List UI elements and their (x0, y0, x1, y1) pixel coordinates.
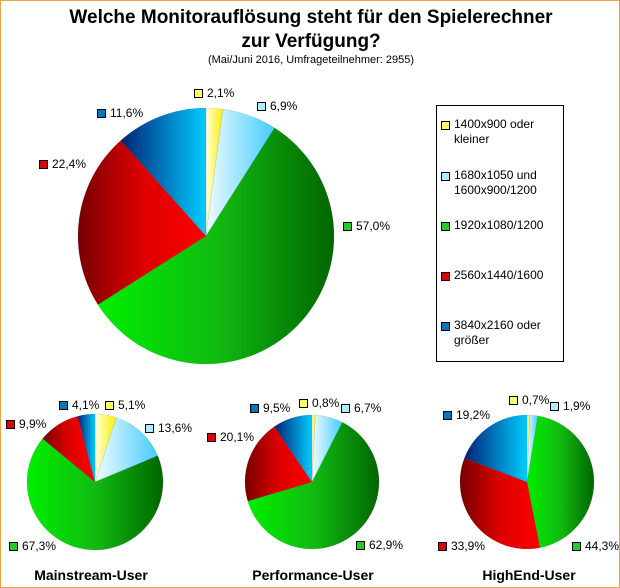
pie-slice-mainstream-2 (26, 438, 164, 551)
chart-title: Welche Monitorauflösung steht für den Sp… (69, 7, 553, 28)
data-label: 19,2% (443, 408, 490, 422)
data-label: 4,1% (59, 398, 99, 412)
data-label: 0,7% (509, 393, 549, 407)
data-label: 57,0% (343, 219, 390, 233)
pie-slice-mainstream-0 (94, 413, 117, 483)
pie-slice-main-2 (97, 127, 335, 365)
data-label: 13,6% (145, 421, 192, 435)
pie-slice-mainstream-4 (77, 413, 96, 483)
data-label: 6,9% (257, 99, 297, 113)
legend-item: 3840x2160 oder größer (441, 318, 541, 348)
chart-title-line2: zur Verfügung? (241, 31, 381, 52)
legend-item: 1400x900 oder kleiner (441, 117, 534, 147)
pie-slice-performance-3 (244, 426, 313, 502)
pie-slice-mainstream-3 (42, 415, 96, 483)
data-label: 5,1% (105, 398, 145, 412)
pie-slice-highend-1 (526, 414, 539, 483)
data-label: 9,5% (250, 401, 290, 415)
data-label: 20,1% (207, 430, 254, 444)
data-label: 44,3% (572, 539, 619, 553)
pie-title-highend: HighEnd-User (482, 567, 576, 583)
pie-slice-performance-1 (311, 414, 343, 483)
pie-slice-highend-4 (464, 414, 528, 483)
legend-item: 1920x1080/1200 (441, 218, 543, 233)
data-label: 0,8% (299, 396, 339, 410)
data-label: 67,3% (9, 539, 56, 553)
pie-slice-main-4 (120, 107, 207, 237)
data-label: 2,1% (194, 86, 234, 100)
data-label: 6,7% (341, 401, 381, 415)
chart-subtitle: (Mai/Juni 2016, Umfrageteilnehmer: 2955) (207, 54, 415, 66)
legend: 1400x900 oder kleiner 1680x1050 und 1600x9… (436, 105, 564, 362)
pie-slice-performance-4 (273, 414, 313, 483)
legend-item: 1680x1050 und 1600x900/1200 (441, 168, 537, 198)
data-label: 33,9% (438, 539, 485, 553)
pie-slice-mainstream-1 (94, 417, 159, 483)
pie-slice-main-1 (205, 108, 275, 237)
legend-item: 2560x1440/1600 (441, 268, 543, 283)
data-label: 1,9% (550, 399, 590, 413)
pie-slice-main-0 (205, 107, 224, 237)
pie-slice-performance-2 (247, 421, 380, 550)
pie-slice-highend-2 (526, 415, 595, 549)
data-label: 62,9% (356, 538, 403, 552)
data-label: 22,4% (39, 157, 86, 171)
pie-slice-main-3 (77, 140, 207, 305)
pie-title-performance: Performance-User (252, 567, 374, 583)
pie-slice-highend-3 (459, 457, 541, 550)
data-label: 11,6% (97, 106, 143, 120)
data-label: 9,9% (6, 417, 46, 431)
pie-slice-highend-0 (526, 414, 531, 483)
pie-title-mainstream: Mainstream-User (34, 567, 148, 583)
pie-slice-performance-0 (311, 414, 316, 483)
